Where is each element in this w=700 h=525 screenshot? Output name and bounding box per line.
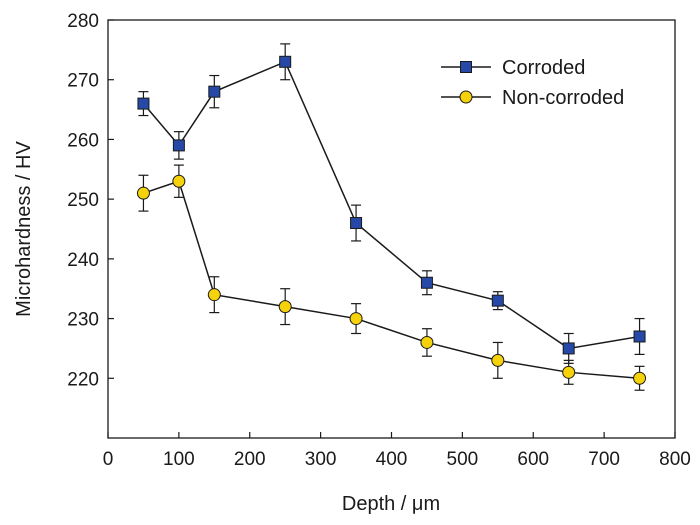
- data-point: [491, 294, 504, 307]
- data-point: [208, 85, 221, 98]
- x-tick-label: 200: [234, 449, 266, 470]
- data-point: [279, 55, 292, 68]
- data-point: [137, 97, 150, 110]
- x-axis-label: Depth / μm: [342, 493, 440, 515]
- y-tick-label: 250: [67, 190, 99, 211]
- x-tick-label: 800: [659, 449, 691, 470]
- y-tick-label: 260: [67, 130, 99, 151]
- x-tick-label: 0: [103, 449, 114, 470]
- y-tick-label: 280: [67, 11, 99, 32]
- legend-label-non-corroded: Non-corroded: [502, 87, 624, 109]
- data-point: [420, 335, 434, 349]
- y-tick-label: 240: [67, 250, 99, 271]
- x-tick-label: 600: [517, 449, 549, 470]
- data-point: [562, 365, 576, 379]
- data-point: [562, 342, 575, 355]
- series-non-corroded: [136, 164, 647, 391]
- data-point: [278, 300, 292, 314]
- x-tick-label: 300: [305, 449, 337, 470]
- legend-label-corroded: Corroded: [502, 57, 585, 79]
- x-tick-label: 700: [588, 449, 620, 470]
- legend-marker-non-corroded: [459, 90, 473, 104]
- data-point: [491, 353, 505, 367]
- data-point: [207, 288, 221, 302]
- data-point: [420, 276, 433, 289]
- y-tick-label: 230: [67, 310, 99, 331]
- data-point: [633, 330, 646, 343]
- x-tick-label: 500: [447, 449, 479, 470]
- series-layer: [136, 43, 647, 391]
- data-point: [349, 312, 363, 326]
- x-tick-label: 100: [163, 449, 195, 470]
- series-corroded: [137, 43, 646, 364]
- y-tick-label: 270: [67, 71, 99, 92]
- data-point: [172, 174, 186, 188]
- axis-ticks: 0 100 200 300 400 500 600 700 800 220 230 240 250 260…: [67, 11, 691, 470]
- data-point: [172, 139, 185, 152]
- data-point: [350, 217, 363, 230]
- data-point: [633, 371, 647, 385]
- legend: Corroded Non-corroded: [441, 57, 624, 109]
- x-tick-label: 400: [376, 449, 408, 470]
- y-axis-label: Microhardness / HV: [13, 141, 35, 317]
- y-tick-label: 220: [67, 369, 99, 390]
- data-point: [136, 186, 150, 200]
- legend-marker-corroded: [460, 61, 472, 73]
